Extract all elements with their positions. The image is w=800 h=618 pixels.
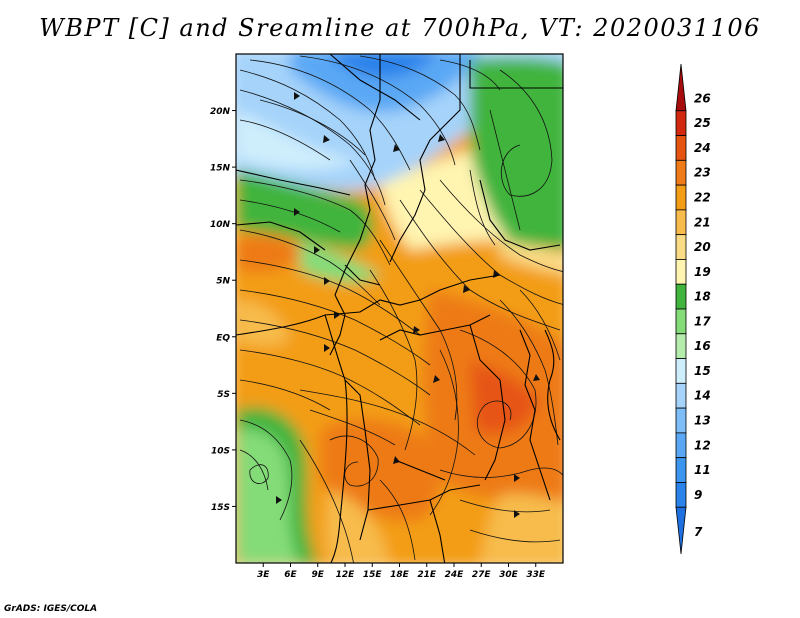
lat-axis: 20N 15N 10N 5N EQ 5S 10S 15S xyxy=(210,107,236,513)
lon-axis: 3E 6E 9E 12E 15E 18E 21E 24E 27E 30E 33E xyxy=(257,563,546,580)
colorbar-label: 7 xyxy=(694,525,703,539)
lat-tick-label: 10S xyxy=(211,446,230,456)
map-panel xyxy=(236,54,563,563)
lon-tick-label: 18E xyxy=(390,570,410,580)
colorbar-label: 22 xyxy=(694,191,711,205)
lat-tick-label: 10N xyxy=(210,220,231,230)
colorbar-label: 20 xyxy=(694,240,711,254)
colorbar-swatch xyxy=(675,308,687,335)
colorbar-swatch xyxy=(675,432,687,459)
lon-tick-label: 24E xyxy=(445,570,465,580)
colorbar-label: 9 xyxy=(694,488,702,502)
colorbar-swatch xyxy=(675,63,687,112)
colorbar-swatch xyxy=(675,184,687,211)
lon-tick-label: 21E xyxy=(417,570,437,580)
lon-tick-label: 15E xyxy=(363,570,383,580)
coastline xyxy=(236,314,561,563)
colorbar-swatch xyxy=(675,457,687,483)
colorbar-label: 23 xyxy=(694,166,711,180)
wbpt-shading xyxy=(236,54,563,563)
colorbar-label: 13 xyxy=(694,414,711,428)
lat-tick-label: 5N xyxy=(216,277,230,287)
grads-credit: GrADS: IGES/COLA xyxy=(4,604,98,614)
colorbar-label: 25 xyxy=(694,116,711,130)
streamlines xyxy=(239,55,563,563)
lon-tick-label: 6E xyxy=(284,570,297,580)
colorbar-swatch xyxy=(675,283,687,310)
colorbar-label: 19 xyxy=(694,265,711,279)
colorbar-label: 14 xyxy=(694,389,711,403)
lat-tick-label: 15S xyxy=(211,503,230,513)
colorbar-label: 18 xyxy=(694,290,711,304)
colorbar-label: 12 xyxy=(694,438,711,452)
colorbar-label: 17 xyxy=(694,314,711,328)
lon-tick-label: 3E xyxy=(257,570,270,580)
lon-tick-label: 30E xyxy=(499,570,519,580)
country-borders xyxy=(236,54,563,563)
streamline-arrows xyxy=(276,92,540,518)
colorbar-label: 21 xyxy=(694,215,711,229)
colorbar-label: 26 xyxy=(694,91,711,105)
colorbar-swatch xyxy=(675,333,687,359)
colorbar: 26 25 24 23 22 21 20 19 18 17 16 15 14 13 12 11 9 7 xyxy=(675,63,711,555)
lat-tick-label: EQ xyxy=(216,333,230,343)
colorbar-swatch xyxy=(675,135,687,161)
lat-tick-label: 5S xyxy=(217,390,230,400)
colorbar-swatch xyxy=(675,159,687,186)
lon-tick-label: 9E xyxy=(312,570,325,580)
colorbar-swatch xyxy=(675,407,687,434)
colorbar-swatch xyxy=(675,259,687,285)
colorbar-swatch xyxy=(675,234,687,260)
colorbar-label: 16 xyxy=(694,339,711,353)
lat-tick-label: 15N xyxy=(210,164,231,174)
colorbar-swatch xyxy=(675,358,687,384)
colorbar-swatch xyxy=(675,382,687,409)
lon-tick-label: 27E xyxy=(472,570,492,580)
colorbar-swatch xyxy=(675,506,687,555)
colorbar-swatch xyxy=(675,482,687,508)
lon-tick-label: 12E xyxy=(336,570,356,580)
colorbar-swatch xyxy=(675,209,687,236)
lon-tick-label: 33E xyxy=(526,570,546,580)
colorbar-label: 15 xyxy=(694,364,711,378)
colorbar-label: 24 xyxy=(694,141,711,155)
colorbar-label: 11 xyxy=(694,463,711,477)
lat-tick-label: 20N xyxy=(210,107,231,117)
page-title: WBPT [C] and Sreamline at 700hPa, VT: 20… xyxy=(39,14,761,42)
colorbar-swatch xyxy=(675,110,687,136)
